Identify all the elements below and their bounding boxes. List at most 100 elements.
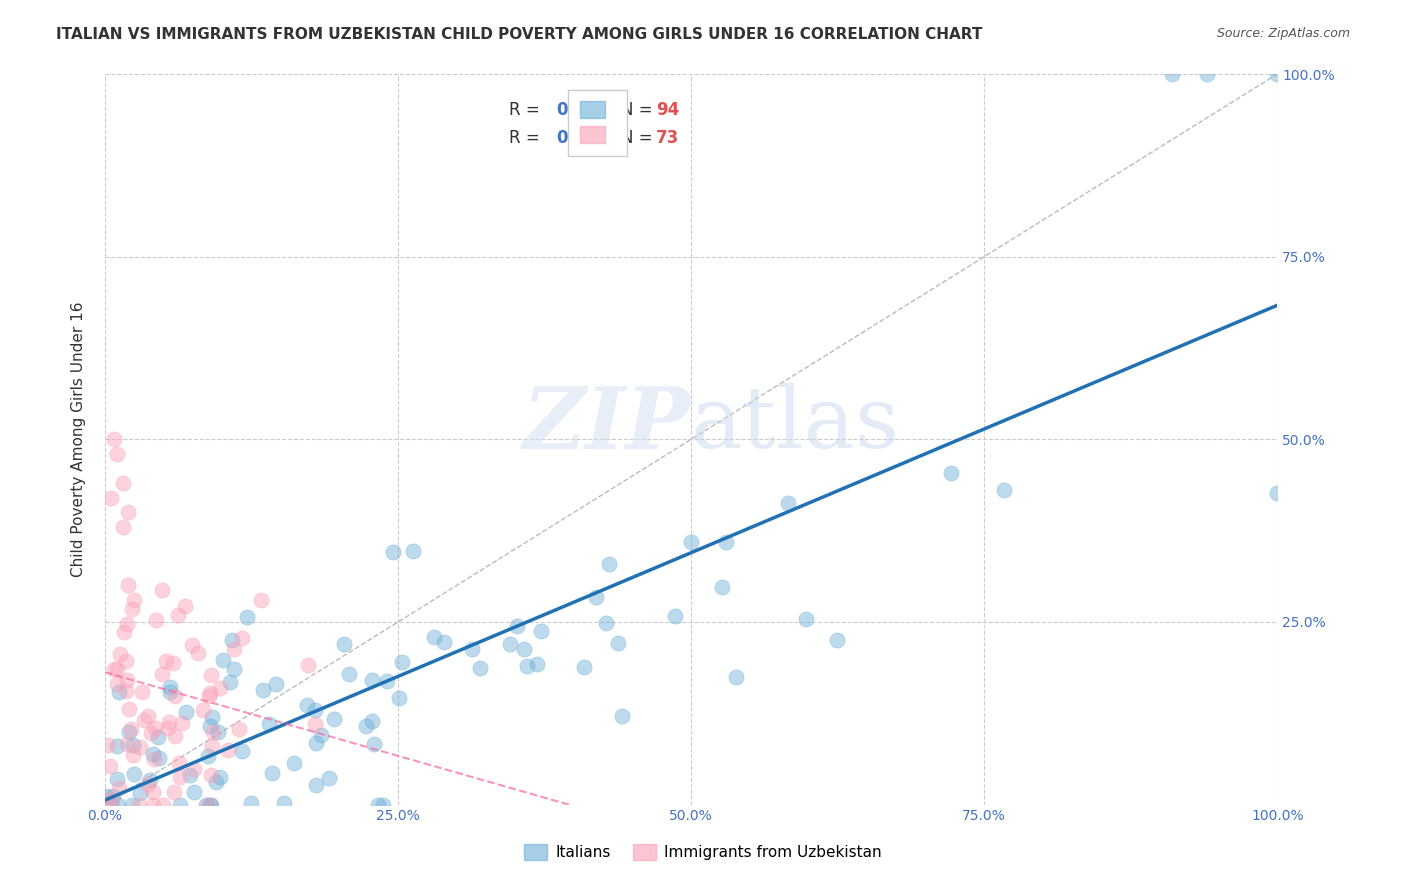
Point [516,659,538,673]
Point [304,703,326,717]
Point [201,739,224,753]
Text: Source: ZipAtlas.com: Source: ZipAtlas.com [1216,27,1350,40]
Point [174,599,197,613]
Point [97,738,120,752]
Point [167,756,190,770]
Point [111,520,134,534]
Point [422,630,444,644]
Point [121,797,143,812]
Point [273,796,295,810]
Point [114,684,136,698]
Point [939,466,962,480]
Point [610,709,633,723]
Point [157,721,180,735]
Point [169,770,191,784]
Point [159,685,181,699]
Point [200,668,222,682]
Point [115,654,138,668]
Point [183,762,205,776]
Point [382,545,405,559]
Point [117,578,139,592]
Point [115,617,138,632]
Point [209,770,232,784]
Point [208,681,231,695]
Point [108,647,131,661]
Point [112,625,135,640]
Text: ITALIAN VS IMMIGRANTS FROM UZBEKISTAN CHILD POVERTY AMONG GIRLS UNDER 16 CORRELA: ITALIAN VS IMMIGRANTS FROM UZBEKISTAN CH… [56,27,983,42]
Point [240,797,263,811]
Point [100,797,122,812]
Point [664,609,686,624]
Point [163,785,186,799]
Point [218,675,240,690]
Point [179,768,201,782]
Point [252,682,274,697]
Point [131,684,153,698]
Point [825,632,848,647]
Point [433,635,456,649]
Point [187,646,209,660]
Point [157,715,180,730]
Point [105,772,128,786]
Point [574,660,596,674]
Point [197,748,219,763]
Point [585,591,607,605]
Point [165,729,187,743]
Point [195,797,218,812]
Point [305,778,328,792]
Point [217,742,239,756]
Point [333,637,356,651]
Point [118,725,141,739]
Point [309,728,332,742]
Point [367,797,389,812]
Point [200,768,222,782]
Point [132,713,155,727]
Point [304,716,326,731]
Point [139,726,162,740]
Point [159,680,181,694]
Point [108,781,131,796]
Point [725,670,748,684]
Point [205,774,228,789]
Point [150,667,173,681]
Point [356,718,378,732]
Point [224,663,246,677]
Point [297,698,319,712]
Point [145,613,167,627]
Point [97,795,120,809]
Point [468,661,491,675]
Point [191,703,214,717]
Point [155,654,177,668]
Point [202,725,225,739]
Point [337,667,360,681]
Point [714,535,737,549]
Legend: , : , [568,90,627,156]
Point [122,747,145,762]
Point [1265,67,1288,81]
Point [198,689,221,703]
Point [115,673,138,688]
Point [606,636,628,650]
Point [118,702,141,716]
Point [142,752,165,766]
Point [222,642,245,657]
Point [170,716,193,731]
Text: 73: 73 [657,128,679,147]
Point [236,609,259,624]
Point [360,673,382,687]
Point [124,593,146,607]
Point [201,710,224,724]
Point [169,797,191,812]
Point [250,593,273,607]
Point [260,765,283,780]
Point [228,722,250,736]
Point [117,737,139,751]
Text: 94: 94 [657,101,679,119]
Point [142,747,165,762]
Point [100,792,122,806]
Point [162,656,184,670]
Point [526,657,548,672]
Point [323,712,346,726]
Point [94,789,117,803]
Point [710,581,733,595]
